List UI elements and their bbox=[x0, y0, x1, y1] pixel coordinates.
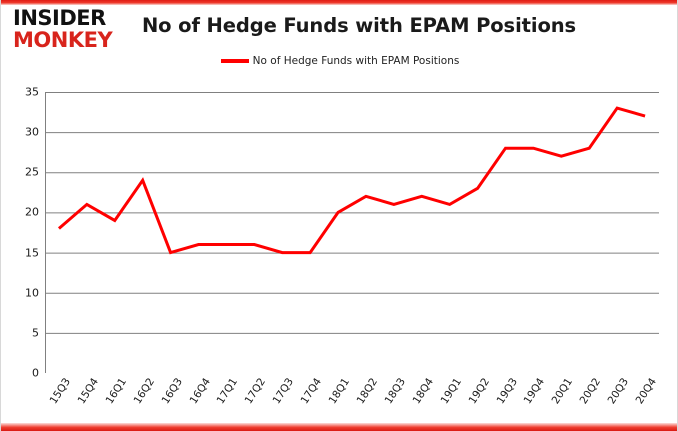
gridlines bbox=[45, 92, 659, 334]
x-tick-label: 17Q4 bbox=[298, 376, 325, 407]
y-tick-label: 5 bbox=[32, 326, 39, 340]
logo-text-monkey: MONKEY bbox=[13, 28, 113, 52]
x-tick-label: 20Q2 bbox=[577, 376, 604, 407]
legend-swatch-series-1 bbox=[220, 59, 249, 63]
x-tick-label: 18Q1 bbox=[326, 376, 353, 407]
y-tick-label: 35 bbox=[25, 85, 39, 99]
y-tick-label: 25 bbox=[25, 165, 39, 179]
x-tick-label: 17Q3 bbox=[270, 376, 297, 407]
x-axis-tick-labels: 15Q3 15Q4 16Q1 16Q2 16Q3 16Q4 17Q1 17Q2 17Q3 17Q4… bbox=[45, 376, 660, 426]
legend-label-series-1: No of Hedge Funds with EPAM Positions bbox=[252, 55, 460, 67]
x-tick-label: 18Q3 bbox=[382, 376, 408, 407]
x-tick-label: 16Q1 bbox=[103, 376, 129, 407]
y-tick-label: 10 bbox=[25, 286, 39, 300]
x-tick-label: 16Q3 bbox=[159, 376, 185, 407]
x-tick-label: 19Q1 bbox=[438, 376, 464, 407]
logo-text-insider: INSIDER bbox=[13, 6, 106, 30]
x-tick-label: 17Q2 bbox=[242, 376, 269, 407]
bottom-accent-bar bbox=[1, 423, 677, 431]
x-tick-label: 20Q4 bbox=[633, 376, 660, 407]
x-tick-label: 19Q4 bbox=[521, 376, 548, 407]
top-accent-bar bbox=[1, 0, 677, 5]
x-tick-label: 19Q2 bbox=[466, 376, 492, 407]
x-tick-label: 20Q3 bbox=[605, 376, 632, 407]
x-tick-label: 19Q3 bbox=[494, 376, 520, 407]
x-tick-label: 18Q4 bbox=[410, 376, 436, 407]
x-tick-label: 18Q2 bbox=[354, 376, 381, 407]
x-tick-label: 17Q1 bbox=[214, 376, 241, 407]
y-tick-label: 30 bbox=[25, 125, 39, 139]
y-tick-label: 0 bbox=[32, 366, 39, 380]
insider-monkey-logo: INSIDER MONKEY bbox=[13, 8, 133, 51]
y-tick-label: 15 bbox=[25, 246, 39, 260]
data-series-line bbox=[57, 106, 646, 255]
plot-area bbox=[45, 92, 659, 373]
page-title: No of Hedge Funds with EPAM Positions bbox=[141, 14, 577, 37]
y-axis-tick-labels: 0 5 10 15 20 25 30 35 bbox=[1, 86, 39, 380]
x-tick-label: 16Q2 bbox=[131, 376, 157, 407]
chart-legend: No of Hedge Funds with EPAM Positions bbox=[1, 55, 677, 67]
line-chart-svg bbox=[45, 92, 659, 373]
x-tick-label: 15Q4 bbox=[75, 376, 101, 407]
x-tick-label: 16Q4 bbox=[187, 376, 213, 407]
x-tick-label: 20Q1 bbox=[549, 376, 576, 407]
y-tick-label: 20 bbox=[25, 205, 39, 219]
x-tick-label: 15Q3 bbox=[47, 376, 74, 407]
